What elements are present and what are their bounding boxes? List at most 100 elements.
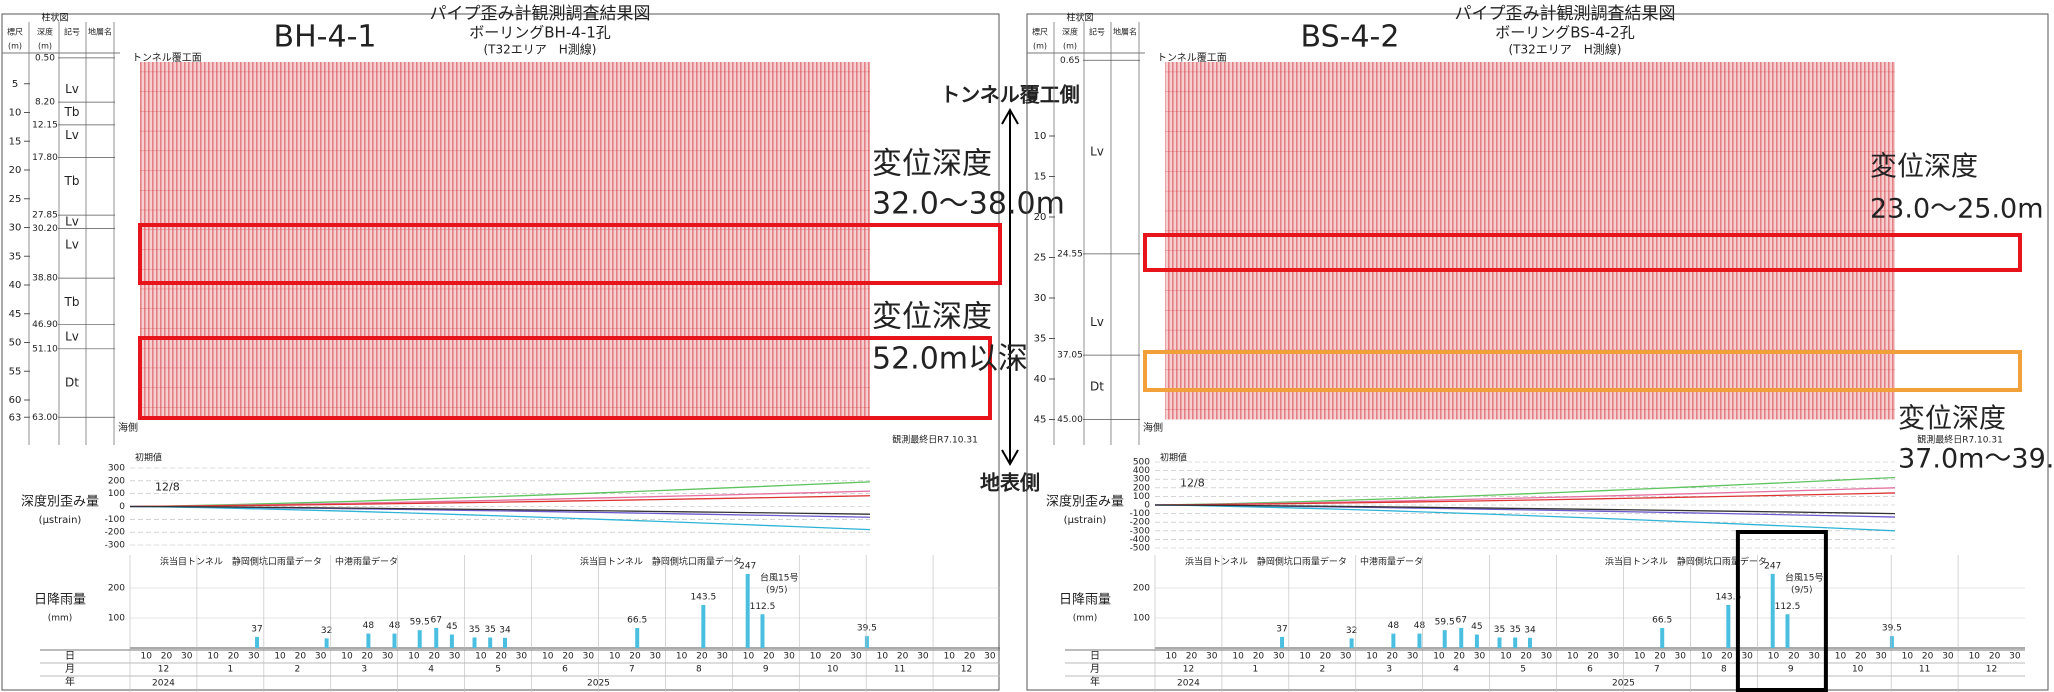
column-header: 記号 <box>64 27 80 37</box>
panel-id: BH-4-1 <box>274 20 377 55</box>
day-label: 10 <box>810 652 822 662</box>
rain-value-label: 48 <box>1388 621 1400 631</box>
rain-value-label: 66.5 <box>1652 616 1672 626</box>
geology-symbol: Tb <box>64 295 80 309</box>
month-label: 5 <box>495 665 501 675</box>
rain-bar <box>1474 634 1479 648</box>
rain-value-label: 143.5 <box>1715 592 1741 602</box>
final-date: 観測最終日R7.10.31 <box>892 434 978 446</box>
rain-bar <box>864 636 869 648</box>
rain-value-label: 32 <box>1346 626 1357 636</box>
rain-value-label: 112.5 <box>750 602 776 612</box>
day-label: 10 <box>1969 652 1981 662</box>
layer-depth: 24.55 <box>1057 249 1083 259</box>
day-label: 30 <box>1608 652 1620 662</box>
rain-bar <box>392 633 397 648</box>
rain-value-label: 34 <box>499 625 511 635</box>
day-label: 30 <box>1474 652 1486 662</box>
rain-value-label: 45 <box>446 622 457 632</box>
typhoon: 台風15号 <box>760 572 798 584</box>
day-label: 30 <box>850 652 862 662</box>
layer-depth: 12.15 <box>32 120 58 130</box>
year-label: 2025 <box>1612 679 1635 689</box>
rain-bar <box>1726 604 1731 648</box>
day-label: 10 <box>207 652 219 662</box>
month-label: 5 <box>1520 665 1526 675</box>
day-label: 30 <box>716 652 728 662</box>
rain-bar <box>701 604 706 648</box>
column-unit: (m) <box>8 42 22 51</box>
rain-bar <box>449 634 454 648</box>
day-label: 10 <box>944 652 956 662</box>
month-label: 8 <box>696 665 702 675</box>
strain-trend <box>129 505 871 515</box>
strain-tick-label: -400 <box>1130 535 1151 545</box>
geology-symbol: Lv <box>1090 315 1104 329</box>
strain-tick-label: -200 <box>105 528 126 538</box>
day-label: 20 <box>1186 652 1198 662</box>
day-label: 20 <box>1520 652 1532 662</box>
displacement-label: 変位深度 <box>872 300 992 335</box>
day-label: 10 <box>609 652 621 662</box>
rain-value-label: 34 <box>1524 625 1536 635</box>
rain-bar <box>1785 614 1790 648</box>
rain-value-label: 37 <box>251 624 262 634</box>
sea-side: 海側 <box>1143 421 1163 434</box>
month-label: 12 <box>961 665 972 675</box>
geology-symbol: Lv <box>65 237 79 251</box>
initial-label: 初期値 <box>135 452 162 464</box>
layer-depth: 17.80 <box>32 153 58 163</box>
strain-tick-label: 300 <box>108 464 125 474</box>
strain-trend <box>1154 504 1896 532</box>
displacement-box <box>138 223 1002 285</box>
day-label: 30 <box>181 652 193 662</box>
month-label: 11 <box>894 665 905 675</box>
day-label: 20 <box>1654 652 1666 662</box>
rain-bar <box>502 637 507 648</box>
depth-tick-label: 35 <box>1034 334 1047 345</box>
day-label: 30 <box>650 652 662 662</box>
layer-depth: 27.85 <box>32 211 58 221</box>
rain-bar <box>1442 630 1447 648</box>
rain-bar <box>1513 637 1518 648</box>
day-label: 10 <box>1165 652 1177 662</box>
column-header: 標尺 <box>1032 27 1048 37</box>
rain-value-label: 59.5 <box>410 618 430 628</box>
strain-profile <box>140 62 870 418</box>
title: パイプ歪み計観測調査結果図 <box>430 4 651 24</box>
area: (T32エリア H測線) <box>484 42 597 57</box>
depth-tick-label: 10 <box>1034 131 1047 142</box>
day-label: 10 <box>1634 652 1646 662</box>
month-label: 3 <box>1386 665 1392 675</box>
day-label: 20 <box>830 652 842 662</box>
rain-value-label: 39.5 <box>1882 624 1902 634</box>
day-label: 20 <box>161 652 173 662</box>
layer-depth: 63.00 <box>32 413 58 423</box>
strain-tick-label: -100 <box>105 515 126 525</box>
rain-bar <box>488 637 493 648</box>
rain-tick-label: 100 <box>1133 614 1150 624</box>
rain-value-label: 67 <box>1456 615 1467 625</box>
calendar-row-label: 月 <box>65 663 75 675</box>
rain-bar <box>1497 637 1502 648</box>
depth-tick-label: 45 <box>1034 415 1047 426</box>
surface-side-label: 地表側 <box>980 471 1040 495</box>
final-date: 観測最終日R7.10.31 <box>1917 434 2003 446</box>
month-label: 4 <box>428 665 434 675</box>
column-group: 柱状図 <box>1066 12 1093 24</box>
rain-value-label: 247 <box>739 561 756 571</box>
day-label: 30 <box>248 652 260 662</box>
day-label: 20 <box>964 652 976 662</box>
year-label: 2025 <box>587 679 610 689</box>
day-label: 30 <box>2009 652 2021 662</box>
day-label: 10 <box>1366 652 1378 662</box>
rain-source: 浜当目トンネル 静岡側坑口雨量データ <box>580 556 742 568</box>
strain-trend <box>129 505 871 531</box>
day-label: 20 <box>1320 652 1332 662</box>
depth-tick-label: 40 <box>9 280 22 291</box>
month-label: 10 <box>1852 665 1864 675</box>
column-header: 記号 <box>1089 27 1105 37</box>
rain-label: 日降雨量 <box>1059 593 1111 608</box>
depth-tick-label: 5 <box>12 79 18 90</box>
layer-depth: 38.80 <box>32 274 58 284</box>
